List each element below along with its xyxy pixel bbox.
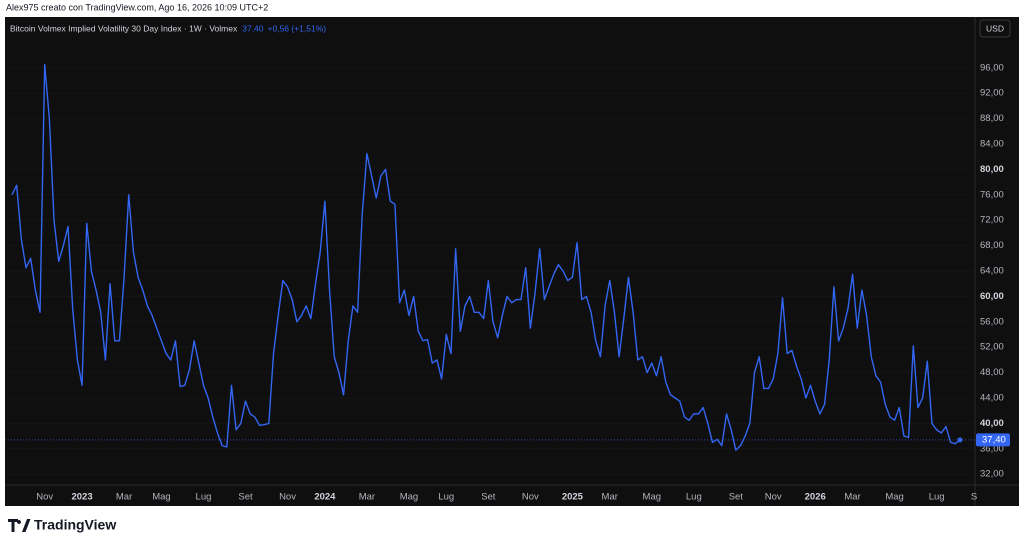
x-tick-label: Nov: [36, 492, 53, 503]
y-tick-label: 88,00: [980, 113, 1004, 124]
y-tick-label: 52,00: [980, 342, 1004, 353]
x-tick-label: Set: [238, 492, 253, 503]
x-tick-label: Mag: [885, 492, 903, 503]
y-tick-label: 36,00: [980, 443, 1004, 454]
y-tick-label: 76,00: [980, 189, 1004, 200]
x-tick-label: S: [971, 492, 977, 503]
x-tick-label: Set: [729, 492, 744, 503]
x-tick-label: Lug: [196, 492, 212, 503]
x-tick-label: 2025: [562, 492, 584, 503]
y-tick-label: 84,00: [980, 139, 1004, 150]
brand: TradingView: [34, 517, 116, 533]
x-tick-label: Mag: [643, 492, 661, 503]
x-tick-label: Nov: [522, 492, 539, 503]
y-tick-label: 48,00: [980, 367, 1004, 378]
x-tick-label: Lug: [686, 492, 702, 503]
y-tick-label: 60,00: [980, 291, 1004, 302]
x-tick-label: Mar: [116, 492, 132, 503]
x-tick-label: Mar: [844, 492, 860, 503]
x-tick-label: Mar: [359, 492, 375, 503]
x-tick-label: Set: [481, 492, 496, 503]
y-tick-label: 64,00: [980, 266, 1004, 277]
currency[interactable]: USD: [986, 23, 1004, 33]
series-line: [11, 63, 961, 451]
currency-box[interactable]: [979, 19, 1011, 38]
brand-icon: [8, 519, 31, 532]
x-tick-label: 2023: [71, 492, 92, 503]
x-tick-label: Nov: [765, 492, 782, 503]
x-tick-label: Nov: [279, 492, 296, 503]
x-tick-label: Mar: [602, 492, 618, 503]
x-tick-label: Mag: [152, 492, 170, 503]
x-tick-label: 2024: [314, 492, 336, 503]
price-label-box: [976, 433, 1010, 447]
legend-price: 37,40: [242, 23, 264, 33]
x-tick-label: 2026: [805, 492, 826, 503]
y-tick-label: 92,00: [980, 88, 1004, 99]
y-tick-label: 96,00: [980, 62, 1004, 73]
attribution: Alex975 creato con TradingView.com, Ago …: [6, 2, 268, 12]
brand-logo: TradingView: [8, 517, 116, 533]
y-tick-label: 68,00: [980, 240, 1004, 251]
legend-change: +0,56 (+1,51%): [268, 23, 327, 33]
chart-title: Bitcoin Volmex Implied Volatility 30 Day…: [10, 23, 238, 33]
price-label: 37,40: [982, 434, 1006, 445]
y-tick-label: 44,00: [980, 393, 1004, 404]
x-tick-label: Lug: [438, 492, 454, 503]
x-tick-label: Lug: [929, 492, 945, 503]
chart-background: [5, 17, 1019, 506]
y-tick-label: 40,00: [980, 418, 1004, 429]
y-tick-label: 80,00: [980, 164, 1004, 175]
y-tick-label: 32,00: [980, 469, 1004, 480]
y-tick-label: 56,00: [980, 316, 1004, 327]
x-tick-label: Mag: [400, 492, 418, 503]
y-tick-label: 72,00: [980, 215, 1004, 226]
